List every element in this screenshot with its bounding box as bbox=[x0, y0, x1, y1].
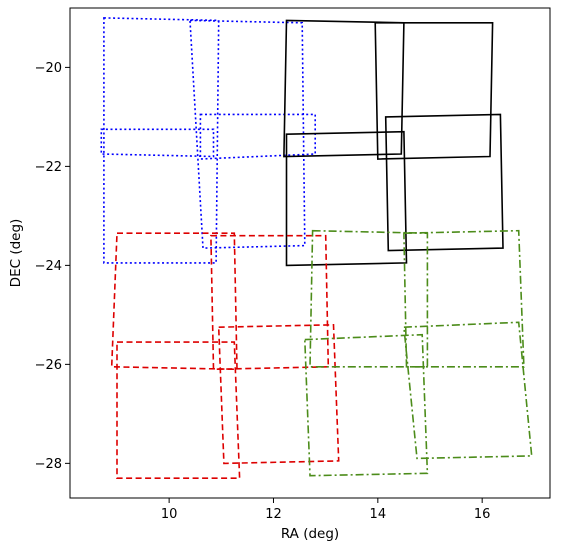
footprint-2-1 bbox=[210, 234, 330, 371]
y-axis-label: DEC (deg) bbox=[8, 219, 24, 288]
x-tick-label: 16 bbox=[474, 507, 491, 522]
footprint-2-3 bbox=[217, 323, 340, 465]
x-axis-ticks: 10 12 14 16 bbox=[161, 498, 491, 522]
data-layer bbox=[100, 17, 533, 480]
y-tick-label: −26 bbox=[35, 358, 62, 373]
footprint-1-1 bbox=[374, 21, 494, 160]
footprint-3-0 bbox=[309, 229, 429, 368]
footprint-0-1 bbox=[189, 19, 306, 249]
x-tick-label: 12 bbox=[265, 507, 282, 522]
x-tick-label: 10 bbox=[161, 507, 178, 522]
plot-frame bbox=[69, 7, 551, 499]
series-0-dotted bbox=[100, 17, 317, 264]
footprint-1-0 bbox=[283, 19, 405, 158]
series-3-dashdot bbox=[303, 229, 533, 477]
x-axis-label: RA (deg) bbox=[281, 526, 339, 542]
y-axis-ticks: −28 −26 −24 −22 −20 bbox=[35, 61, 70, 472]
footprint-0-0 bbox=[103, 17, 220, 264]
footprint-3-2 bbox=[303, 333, 429, 477]
footprint-2-0 bbox=[110, 232, 238, 371]
footprint-0-2 bbox=[100, 128, 215, 158]
footprint-3-3 bbox=[403, 321, 533, 460]
y-tick-label: −22 bbox=[35, 160, 62, 175]
x-tick-label: 14 bbox=[370, 507, 387, 522]
footprint-1-3 bbox=[384, 113, 504, 252]
y-tick-label: −24 bbox=[35, 259, 62, 274]
footprint-2-2 bbox=[116, 341, 241, 480]
footprint-1-2 bbox=[285, 130, 408, 267]
series-1-solid bbox=[283, 19, 504, 267]
footprint-3-1 bbox=[403, 229, 525, 368]
y-tick-label: −28 bbox=[35, 457, 62, 472]
series-2-dashed bbox=[110, 232, 340, 480]
y-tick-label: −20 bbox=[35, 61, 62, 76]
